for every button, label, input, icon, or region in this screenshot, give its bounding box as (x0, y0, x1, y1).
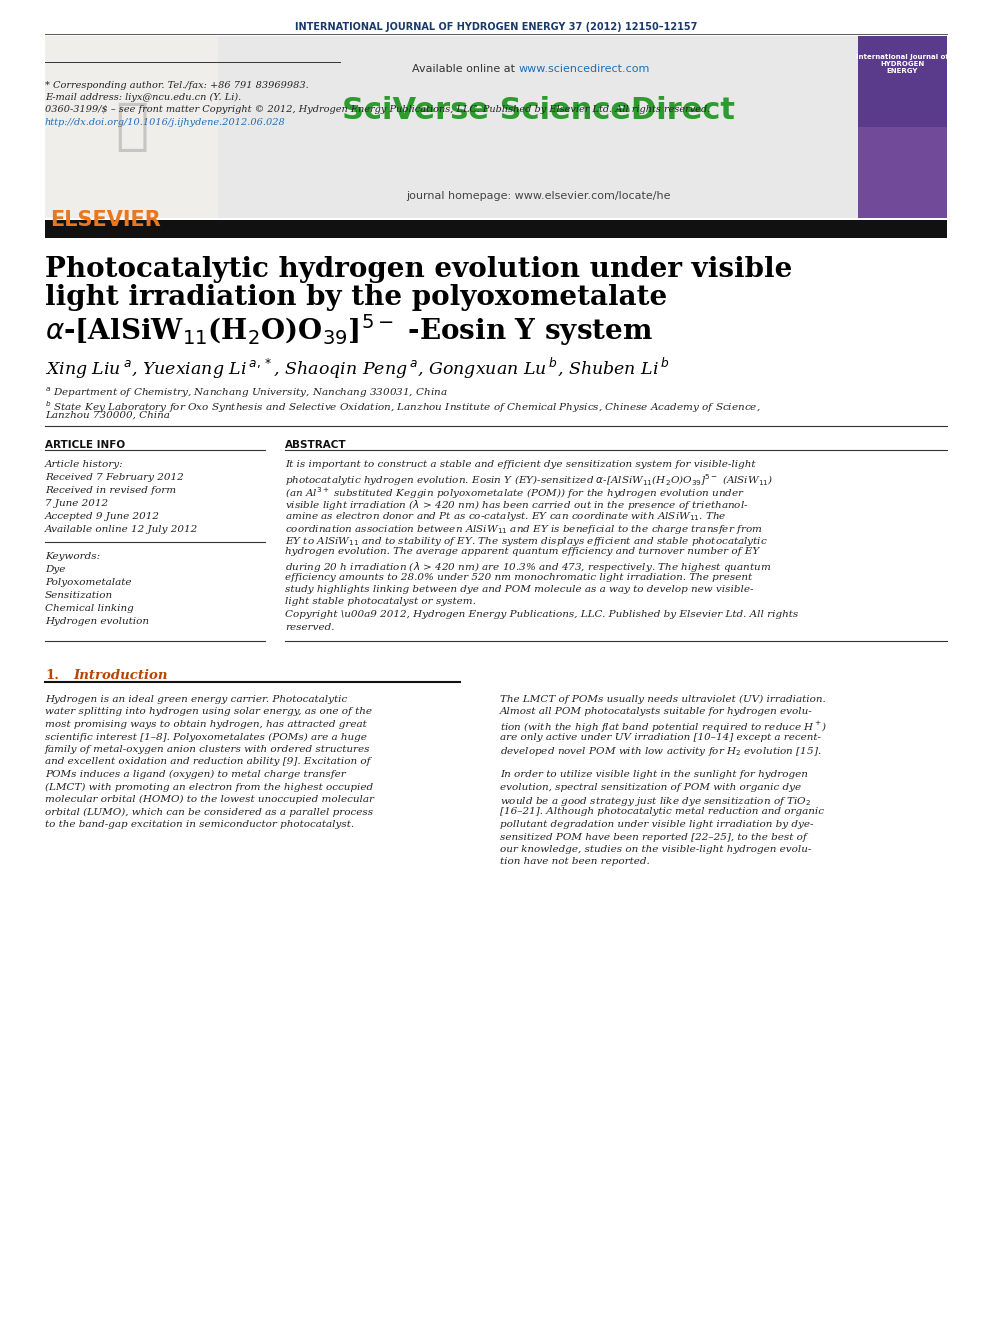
Text: Received 7 February 2012: Received 7 February 2012 (45, 474, 184, 482)
Text: amine as electron donor and Pt as co-catalyst. EY can coordinate with AlSiW$_{11: amine as electron donor and Pt as co-cat… (285, 509, 726, 523)
Text: Chemical linking: Chemical linking (45, 605, 134, 613)
Text: hydrogen evolution. The average apparent quantum efficiency and turnover number : hydrogen evolution. The average apparent… (285, 548, 759, 557)
Text: light stable photocatalyst or system.: light stable photocatalyst or system. (285, 598, 476, 606)
Text: (an Al$^{3+}$ substituted Keggin polyoxometalate (POM)) for the hydrogen evoluti: (an Al$^{3+}$ substituted Keggin polyoxo… (285, 486, 745, 501)
Text: study highlights linking between dye and POM molecule as a way to develop new vi: study highlights linking between dye and… (285, 585, 754, 594)
Text: ARTICLE INFO: ARTICLE INFO (45, 441, 125, 450)
Text: Available online 12 July 2012: Available online 12 July 2012 (45, 525, 198, 534)
Text: Lanzhou 730000, China: Lanzhou 730000, China (45, 411, 170, 419)
Text: 1.: 1. (45, 669, 59, 681)
Bar (858, 36, 947, 218)
Text: journal homepage: www.elsevier.com/locate/he: journal homepage: www.elsevier.com/locat… (406, 191, 671, 201)
Text: * Corresponding author. Tel./fax: +86 791 83969983.: * Corresponding author. Tel./fax: +86 79… (45, 81, 309, 90)
Text: Almost all POM photocatalysts suitable for hydrogen evolu-: Almost all POM photocatalysts suitable f… (500, 708, 812, 717)
Text: visible light irradiation ($\lambda$ > 420 nm) has been carried out in the prese: visible light irradiation ($\lambda$ > 4… (285, 497, 749, 512)
Text: developed novel POM with low activity for H$_2$ evolution [15].: developed novel POM with low activity fo… (500, 745, 821, 758)
Text: SciVerse ScienceDirect: SciVerse ScienceDirect (341, 97, 734, 124)
Text: [16–21]. Although photocatalytic metal reduction and organic: [16–21]. Although photocatalytic metal r… (500, 807, 824, 816)
Text: www.sciencedirect.com: www.sciencedirect.com (519, 64, 651, 74)
Text: Photocatalytic hydrogen evolution under visible: Photocatalytic hydrogen evolution under … (45, 255, 793, 283)
Text: family of metal-oxygen anion clusters with ordered structures: family of metal-oxygen anion clusters wi… (45, 745, 370, 754)
Text: to the band-gap excitation in semiconductor photocatalyst.: to the band-gap excitation in semiconduc… (45, 820, 354, 830)
Text: Hydrogen evolution: Hydrogen evolution (45, 617, 149, 626)
Text: It is important to construct a stable and efficient dye sensitization system for: It is important to construct a stable an… (285, 460, 756, 468)
Bar (858, 127, 947, 218)
Text: $^b$ State Key Laboratory for Oxo Synthesis and Selective Oxidation, Lanzhou Ins: $^b$ State Key Laboratory for Oxo Synthe… (45, 400, 761, 415)
Text: 0360-3199/$ – see front matter Copyright © 2012, Hydrogen Energy Publications, L: 0360-3199/$ – see front matter Copyright… (45, 106, 710, 115)
Text: scientific interest [1–8]. Polyoxometalates (POMs) are a huge: scientific interest [1–8]. Polyoxometala… (45, 733, 367, 742)
Text: pollutant degradation under visible light irradiation by dye-: pollutant degradation under visible ligh… (500, 820, 813, 830)
Text: E-mail address: liyx@ncu.edu.cn (Y. Li).: E-mail address: liyx@ncu.edu.cn (Y. Li). (45, 93, 241, 102)
Bar (45, 220, 947, 238)
Text: Keywords:: Keywords: (45, 552, 100, 561)
Text: 🌳: 🌳 (115, 101, 148, 153)
Text: EY to AlSiW$_{11}$ and to stability of EY. The system displays efficient and sta: EY to AlSiW$_{11}$ and to stability of E… (285, 534, 768, 548)
Text: efficiency amounts to 28.0% under 520 nm monochromatic light irradiation. The pr: efficiency amounts to 28.0% under 520 nm… (285, 573, 752, 582)
Text: and excellent oxidation and reduction ability [9]. Excitation of: and excellent oxidation and reduction ab… (45, 758, 370, 766)
Text: light irradiation by the polyoxometalate: light irradiation by the polyoxometalate (45, 284, 668, 311)
Text: http://dx.doi.org/10.1016/j.ijhydene.2012.06.028: http://dx.doi.org/10.1016/j.ijhydene.201… (45, 118, 286, 127)
Text: Polyoxometalate: Polyoxometalate (45, 578, 132, 587)
Text: orbital (LUMO), which can be considered as a parallel process: orbital (LUMO), which can be considered … (45, 807, 373, 816)
Text: POMs induces a ligand (oxygen) to metal charge transfer: POMs induces a ligand (oxygen) to metal … (45, 770, 346, 779)
Text: most promising ways to obtain hydrogen, has attracted great: most promising ways to obtain hydrogen, … (45, 720, 367, 729)
Text: reserved.: reserved. (285, 623, 334, 631)
Text: Copyright \u00a9 2012, Hydrogen Energy Publications, LLC. Published by Elsevier : Copyright \u00a9 2012, Hydrogen Energy P… (285, 610, 799, 619)
Text: The LMCT of POMs usually needs ultraviolet (UV) irradiation.: The LMCT of POMs usually needs ultraviol… (500, 695, 825, 704)
Text: evolution, spectral sensitization of POM with organic dye: evolution, spectral sensitization of POM… (500, 782, 802, 791)
Text: Xing Liu$\,^a$, Yuexiang Li$\,^{a,*}$, Shaoqin Peng$\,^a$, Gongxuan Lu$\,^b$, Sh: Xing Liu$\,^a$, Yuexiang Li$\,^{a,*}$, S… (45, 356, 670, 381)
Text: ELSEVIER: ELSEVIER (50, 210, 161, 230)
Text: would be a good strategy just like dye sensitization of TiO$_2$: would be a good strategy just like dye s… (500, 795, 811, 808)
Text: $^a$ Department of Chemistry, Nanchang University, Nanchang 330031, China: $^a$ Department of Chemistry, Nanchang U… (45, 386, 447, 401)
Text: Sensitization: Sensitization (45, 591, 113, 601)
Text: International Journal of
HYDROGEN
ENERGY: International Journal of HYDROGEN ENERGY (856, 54, 948, 74)
Text: (LMCT) with promoting an electron from the highest occupied: (LMCT) with promoting an electron from t… (45, 782, 373, 791)
Text: molecular orbital (HOMO) to the lowest unoccupied molecular: molecular orbital (HOMO) to the lowest u… (45, 795, 374, 804)
Text: photocatalytic hydrogen evolution. Eosin Y (EY)-sensitized $\alpha$-[AlSiW$_{11}: photocatalytic hydrogen evolution. Eosin… (285, 472, 773, 488)
Text: during 20 h irradiation ($\lambda$ > 420 nm) are 10.3% and 473, respectively. Th: during 20 h irradiation ($\lambda$ > 420… (285, 560, 771, 574)
Text: $\alpha$-[AlSiW$_{11}$(H$_2$O)O$_{39}$]$^{5-}$ -Eosin Y system: $\alpha$-[AlSiW$_{11}$(H$_2$O)O$_{39}$]$… (45, 312, 653, 348)
Text: tion have not been reported.: tion have not been reported. (500, 857, 650, 867)
Text: our knowledge, studies on the visible-light hydrogen evolu-: our knowledge, studies on the visible-li… (500, 845, 811, 855)
Text: Article history:: Article history: (45, 460, 124, 468)
Text: 7 June 2012: 7 June 2012 (45, 499, 108, 508)
Text: tion (with the high flat band potential required to reduce H$^+$): tion (with the high flat band potential … (500, 720, 827, 736)
Text: water splitting into hydrogen using solar energy, as one of the: water splitting into hydrogen using sola… (45, 708, 372, 717)
Text: Accepted 9 June 2012: Accepted 9 June 2012 (45, 512, 160, 521)
Text: Available online at: Available online at (412, 64, 518, 74)
Text: are only active under UV irradiation [10–14] except a recent-: are only active under UV irradiation [10… (500, 733, 821, 741)
Text: sensitized POM have been reported [22–25], to the best of: sensitized POM have been reported [22–25… (500, 832, 806, 841)
Text: Introduction: Introduction (73, 669, 168, 681)
Text: Dye: Dye (45, 565, 65, 574)
Text: INTERNATIONAL JOURNAL OF HYDROGEN ENERGY 37 (2012) 12150–12157: INTERNATIONAL JOURNAL OF HYDROGEN ENERGY… (295, 22, 697, 32)
Text: coordination association between AlSiW$_{11}$ and EY is beneficial to the charge: coordination association between AlSiW$_… (285, 523, 763, 536)
Text: In order to utilize visible light in the sunlight for hydrogen: In order to utilize visible light in the… (500, 770, 807, 779)
Bar (218, 36, 858, 218)
Bar (45, 36, 218, 218)
Text: ABSTRACT: ABSTRACT (285, 441, 346, 450)
Text: Hydrogen is an ideal green energy carrier. Photocatalytic: Hydrogen is an ideal green energy carrie… (45, 695, 347, 704)
Text: Received in revised form: Received in revised form (45, 486, 177, 495)
